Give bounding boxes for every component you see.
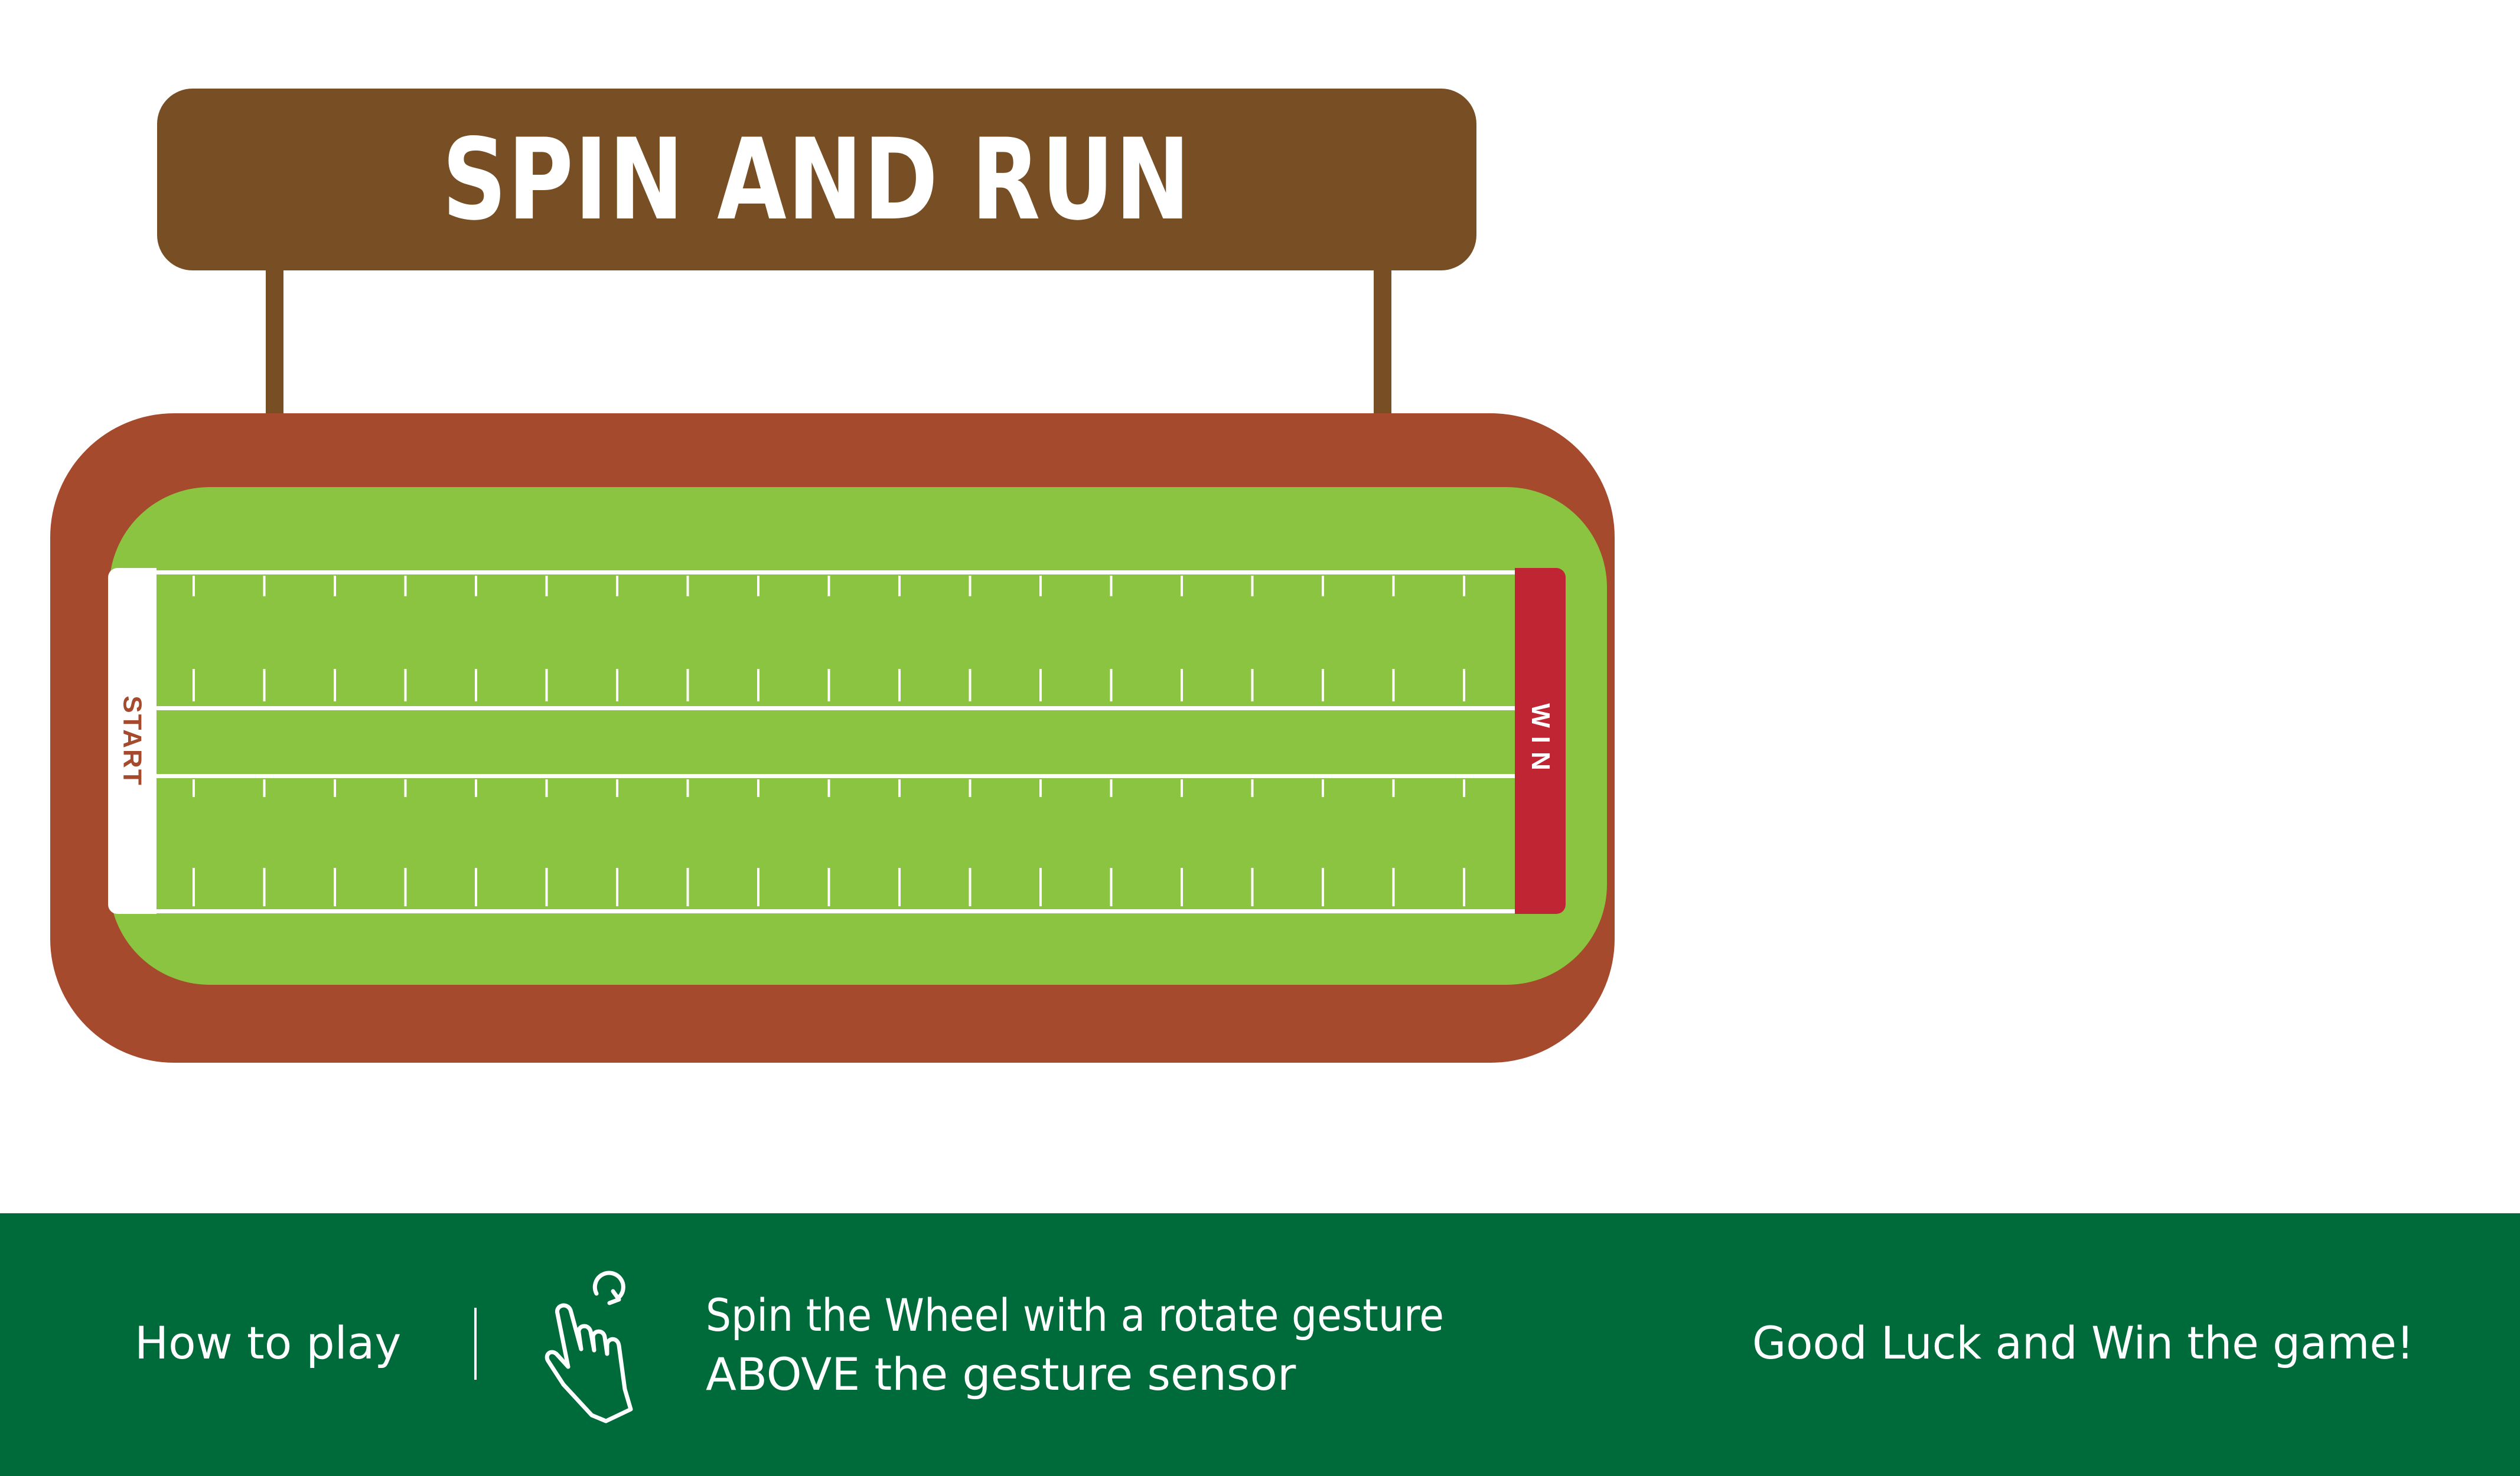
instruction-divider [474,1308,477,1380]
instruction-line-2: ABOVE the gesture sensor [706,1348,1296,1400]
running-track [50,413,1615,1063]
grass-field [109,487,1607,985]
instruction-line-1: Spin the Wheel with a rotate gesture [706,1289,1445,1341]
start-zone: START [108,568,157,914]
lane-line-top [157,570,1515,574]
lane-line-middle-lower [157,774,1515,778]
sign-post-left [266,270,283,416]
instruction-bar: How to play Spin the Wheel with a rotate… [0,1213,2520,1476]
start-label: START [118,695,148,786]
lane-line-middle-upper [157,706,1515,710]
how-to-play-label: How to play [135,1317,402,1369]
good-luck-message: Good Luck and Win the game! [1752,1317,2414,1369]
title-sign: SPIN AND RUN [157,89,1476,270]
win-zone: WIN [1515,568,1566,914]
game-title: SPIN AND RUN [442,114,1192,245]
rotate-gesture-hand-icon [545,1271,633,1423]
sign-post-right [1374,270,1391,416]
win-label: WIN [1526,703,1555,779]
lane-line-bottom [157,909,1515,913]
